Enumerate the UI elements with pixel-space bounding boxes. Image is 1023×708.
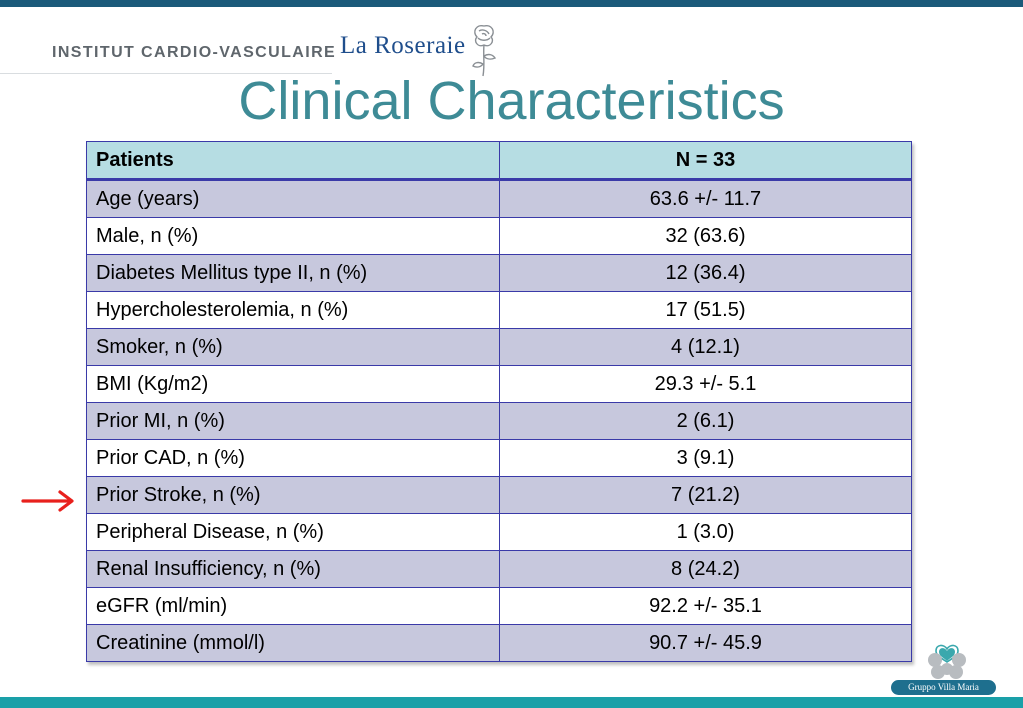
table-row: Renal Insufficiency, n (%) 8 (24.2): [86, 550, 912, 588]
row-value: 3 (9.1): [499, 439, 912, 477]
arrow-right-icon: [21, 490, 74, 512]
row-value: 12 (36.4): [499, 254, 912, 292]
row-label: Renal Insufficiency, n (%): [86, 550, 500, 588]
table-row: Prior MI, n (%) 2 (6.1): [86, 402, 912, 440]
group-label: Gruppo Villa Maria: [891, 680, 996, 695]
table-row: Male, n (%) 32 (63.6): [86, 217, 912, 255]
row-value: 32 (63.6): [499, 217, 912, 255]
row-value: 17 (51.5): [499, 291, 912, 329]
table-row: Smoker, n (%) 4 (12.1): [86, 328, 912, 366]
row-label: Diabetes Mellitus type II, n (%): [86, 254, 500, 292]
row-value: 8 (24.2): [499, 550, 912, 588]
brand-name: La Roseraie: [340, 32, 466, 59]
row-label: Male, n (%): [86, 217, 500, 255]
table-row: BMI (Kg/m2) 29.3 +/- 5.1: [86, 365, 912, 403]
row-label: Age (years): [86, 179, 500, 218]
row-value: 4 (12.1): [499, 328, 912, 366]
rose-icon: [472, 24, 497, 77]
row-label: eGFR (ml/min): [86, 587, 500, 625]
table-row: Creatinine (mmol/l) 90.7 +/- 45.9: [86, 624, 912, 662]
row-label: Prior CAD, n (%): [86, 439, 500, 477]
row-label: Creatinine (mmol/l): [86, 624, 500, 662]
row-label: Peripheral Disease, n (%): [86, 513, 500, 551]
row-label: Hypercholesterolemia, n (%): [86, 291, 500, 329]
row-value: 63.6 +/- 11.7: [499, 179, 912, 218]
table-row: Age (years) 63.6 +/- 11.7: [86, 179, 912, 218]
row-label: Prior MI, n (%): [86, 402, 500, 440]
row-label: Prior Stroke, n (%): [86, 476, 500, 514]
row-value: 90.7 +/- 45.9: [499, 624, 912, 662]
top-bar: [0, 0, 1023, 7]
table-row-highlighted: Prior Stroke, n (%) 7 (21.2): [86, 476, 912, 514]
row-value: 1 (3.0): [499, 513, 912, 551]
table-header-row: Patients N = 33: [86, 141, 912, 181]
bottom-bar: [0, 697, 1023, 708]
table-row: Peripheral Disease, n (%) 1 (3.0): [86, 513, 912, 551]
institute-name: INSTITUT CARDIO-VASCULAIRE: [52, 44, 337, 61]
table-row: Hypercholesterolemia, n (%) 17 (51.5): [86, 291, 912, 329]
header-rule: [0, 73, 332, 74]
column-header-patients: Patients: [86, 141, 500, 181]
slide-title: Clinical Characteristics: [238, 71, 785, 131]
row-value: 29.3 +/- 5.1: [499, 365, 912, 403]
row-value: 7 (21.2): [499, 476, 912, 514]
row-value: 92.2 +/- 35.1: [499, 587, 912, 625]
table-row: Prior CAD, n (%) 3 (9.1): [86, 439, 912, 477]
row-value: 2 (6.1): [499, 402, 912, 440]
clover-heart-icon: [928, 644, 966, 679]
column-header-count: N = 33: [499, 141, 912, 181]
table-row: Diabetes Mellitus type II, n (%) 12 (36.…: [86, 254, 912, 292]
row-label: BMI (Kg/m2): [86, 365, 500, 403]
table-row: eGFR (ml/min) 92.2 +/- 35.1: [86, 587, 912, 625]
clinical-characteristics-table: Patients N = 33 Age (years) 63.6 +/- 11.…: [86, 141, 912, 662]
row-label: Smoker, n (%): [86, 328, 500, 366]
